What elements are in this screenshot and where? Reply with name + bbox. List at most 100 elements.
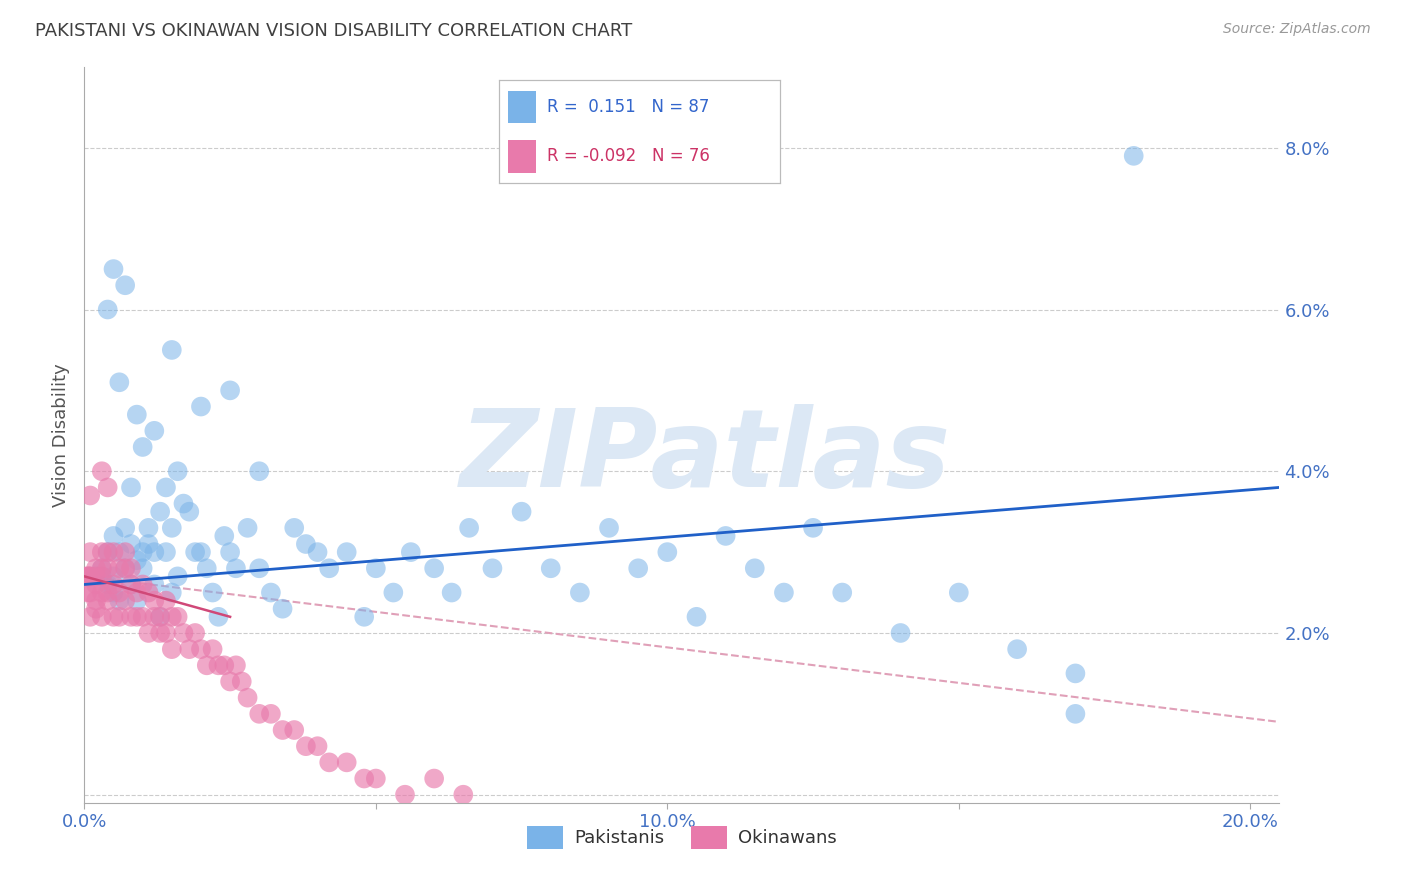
Point xyxy=(97,561,120,575)
Point xyxy=(364,561,387,575)
Point xyxy=(114,521,136,535)
Point xyxy=(1064,666,1087,681)
Point xyxy=(160,343,183,357)
Point xyxy=(190,642,212,657)
Point xyxy=(190,400,212,414)
Point xyxy=(166,569,188,583)
Point xyxy=(114,278,136,293)
Point xyxy=(307,739,329,754)
Point xyxy=(90,561,112,575)
Point xyxy=(260,585,283,599)
Point xyxy=(295,537,318,551)
Point xyxy=(79,569,101,583)
Point xyxy=(103,569,125,583)
Point xyxy=(481,561,503,575)
Point xyxy=(103,609,125,624)
Point xyxy=(831,585,853,599)
Point xyxy=(318,756,340,770)
Point xyxy=(103,577,125,591)
Point xyxy=(79,585,101,599)
Point xyxy=(120,577,142,591)
Point xyxy=(598,521,620,535)
Point xyxy=(714,529,737,543)
Point xyxy=(125,609,148,624)
Text: ZIPatlas: ZIPatlas xyxy=(460,404,952,510)
Point xyxy=(97,577,120,591)
Point xyxy=(219,674,242,689)
Point xyxy=(172,497,194,511)
Point xyxy=(138,585,160,599)
Point xyxy=(773,585,796,599)
Point xyxy=(1005,642,1028,657)
Point xyxy=(201,642,224,657)
Point xyxy=(125,553,148,567)
Point xyxy=(247,561,270,575)
Point xyxy=(138,537,160,551)
Point xyxy=(166,609,188,624)
Point xyxy=(149,505,172,519)
Point xyxy=(160,521,183,535)
Point xyxy=(90,464,112,478)
Y-axis label: Vision Disability: Vision Disability xyxy=(52,363,70,507)
Text: R =  0.151   N = 87: R = 0.151 N = 87 xyxy=(547,98,709,116)
Bar xyxy=(508,140,536,173)
Text: Source: ZipAtlas.com: Source: ZipAtlas.com xyxy=(1223,22,1371,37)
Point xyxy=(260,706,283,721)
Point xyxy=(114,545,136,559)
Point xyxy=(131,561,153,575)
Point xyxy=(138,626,160,640)
Point xyxy=(103,585,125,599)
Point xyxy=(75,569,97,583)
Point xyxy=(657,545,679,559)
Point xyxy=(207,658,229,673)
Legend: Pakistanis, Okinawans: Pakistanis, Okinawans xyxy=(520,819,844,856)
Text: R = -0.092   N = 76: R = -0.092 N = 76 xyxy=(547,147,710,165)
Point xyxy=(160,585,183,599)
Point xyxy=(90,585,112,599)
Point xyxy=(283,723,305,737)
Point xyxy=(90,569,112,583)
Point xyxy=(1122,149,1144,163)
Point xyxy=(76,585,98,599)
Point xyxy=(353,609,375,624)
Point xyxy=(90,561,112,575)
Point xyxy=(510,505,533,519)
Point xyxy=(214,529,236,543)
Point xyxy=(225,658,247,673)
Point xyxy=(155,480,177,494)
Point xyxy=(149,609,172,624)
Point xyxy=(138,521,160,535)
Point xyxy=(271,601,294,615)
Point xyxy=(97,480,120,494)
Point xyxy=(744,561,766,575)
Point xyxy=(318,561,340,575)
Point xyxy=(97,545,120,559)
Point xyxy=(440,585,463,599)
Point xyxy=(77,569,100,583)
Point xyxy=(155,545,177,559)
Point xyxy=(114,561,136,575)
Point xyxy=(108,545,131,559)
Point xyxy=(108,593,131,607)
Point xyxy=(271,723,294,737)
Point xyxy=(90,569,112,583)
Point xyxy=(423,561,446,575)
Point xyxy=(143,577,166,591)
Point xyxy=(336,756,359,770)
Point xyxy=(120,480,142,494)
Point xyxy=(453,788,475,802)
Point xyxy=(184,545,207,559)
Point xyxy=(90,545,112,559)
Point xyxy=(143,609,166,624)
Point xyxy=(103,545,125,559)
Point xyxy=(84,569,107,583)
Point xyxy=(336,545,359,559)
Point xyxy=(108,376,131,390)
Point xyxy=(236,690,259,705)
Point xyxy=(79,609,101,624)
Text: PAKISTANI VS OKINAWAN VISION DISABILITY CORRELATION CHART: PAKISTANI VS OKINAWAN VISION DISABILITY … xyxy=(35,22,633,40)
Point xyxy=(120,561,142,575)
Point xyxy=(295,739,318,754)
Point xyxy=(84,593,107,607)
Point xyxy=(143,545,166,559)
